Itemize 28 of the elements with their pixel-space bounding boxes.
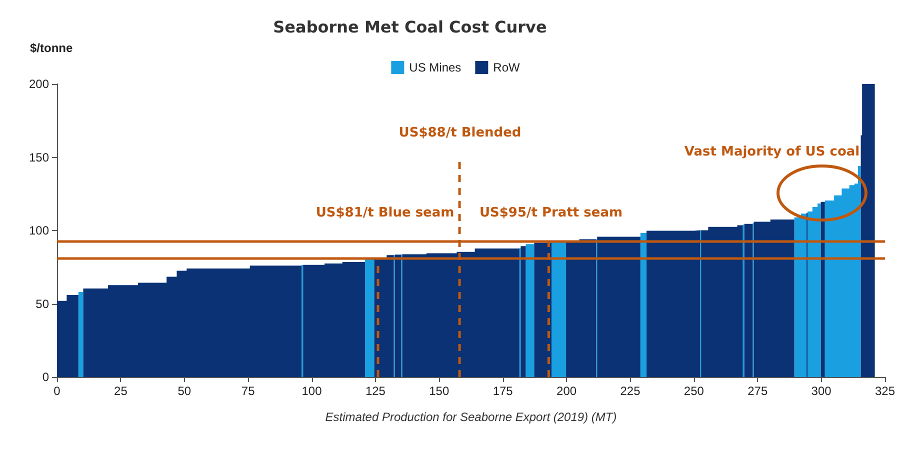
annotation: US$88/t Blended [398, 126, 522, 140]
x-tick-label: 25 [114, 384, 128, 398]
y-tick-label: 150 [28, 150, 50, 164]
annotation: US$95/t Pratt seam [479, 206, 623, 220]
x-tick-label: 275 [748, 384, 768, 398]
x-tick-label: 125 [365, 384, 386, 398]
x-tick-label: 50 [178, 384, 192, 398]
y-tick-label: 100 [28, 224, 50, 238]
x-tick-label: 150 [429, 384, 450, 398]
x-tick-label: 175 [492, 384, 514, 398]
x-axis-title: Estimated Production for Seaborne Export (2019) (MT) [325, 410, 617, 424]
y-tick-label: 50 [36, 296, 50, 311]
x-tick-label: 75 [241, 384, 256, 398]
x-tick-label: 100 [302, 384, 322, 398]
x-tick-label: 250 [684, 384, 704, 398]
y-tick-label: 0 [42, 370, 50, 384]
annotation: US$81/t Blue seam [316, 206, 454, 220]
x-tick-label: 225 [620, 384, 641, 398]
y-axis-title: $/tonne [30, 41, 73, 55]
x-tick-label: 200 [556, 384, 577, 398]
y-tick-label: 200 [28, 77, 50, 91]
legend-label: RoW [493, 60, 521, 74]
x-tick-label: 300 [811, 384, 832, 398]
chart-title: Seaborne Met Coal Cost Curve [273, 18, 547, 36]
x-tick-label: 325 [874, 384, 896, 398]
legend-label: US Mines [409, 60, 462, 74]
annotation: Vast Majority of US coal [684, 144, 860, 160]
x-tick-label: 0 [54, 384, 61, 398]
